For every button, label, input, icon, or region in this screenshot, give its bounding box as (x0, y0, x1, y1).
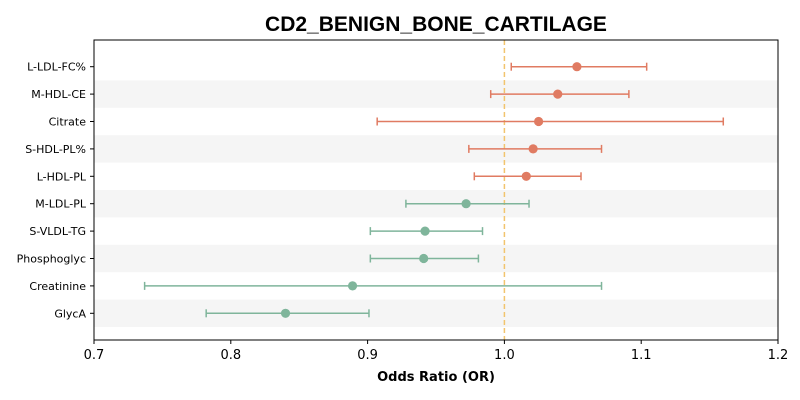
or-point (419, 253, 429, 264)
row-band (94, 135, 778, 163)
or-point (534, 116, 544, 127)
plot-frame (93, 39, 779, 341)
x-tick-label: 0.9 (357, 348, 378, 363)
y-tick-label: GlycA (54, 307, 86, 320)
y-tick-label: Phosphoglyc (17, 253, 86, 266)
forest-row (405, 199, 530, 209)
y-tick-label: L-HDL-PL (37, 170, 87, 183)
forest-row (205, 308, 370, 318)
y-tick-label: Citrate (49, 116, 87, 129)
x-axis-label: Odds Ratio (OR) (377, 370, 495, 385)
y-tick-label: Creatinine (29, 280, 86, 293)
or-point (420, 226, 430, 236)
x-tick-label: 1.0 (494, 348, 515, 363)
forest-row (369, 253, 480, 264)
y-tick-label: L-LDL-FC% (27, 61, 86, 74)
or-point (521, 171, 531, 181)
x-axis: 0.7 0.8 0.9 1.0 1.1 1.2 (84, 340, 789, 363)
y-tick-label: S-VLDL-TG (29, 225, 86, 238)
forest-row (473, 171, 582, 181)
y-axis: L-LDL-FC% M-HDL-CE Citrate S-HDL-PL% L-HDL-P… (17, 61, 94, 320)
forest-row (510, 62, 648, 72)
row-band (94, 80, 778, 108)
row-band (94, 299, 778, 327)
or-point (528, 144, 538, 154)
or-point (572, 62, 582, 72)
y-tick-label: S-HDL-PL% (25, 143, 86, 156)
forest-row (376, 116, 725, 127)
forest-row (143, 281, 603, 291)
forest-row (468, 144, 603, 154)
x-tick-label: 1.2 (768, 348, 789, 363)
x-tick-label: 0.7 (84, 348, 105, 363)
y-tick-label: M-HDL-CE (31, 88, 86, 101)
or-point (461, 199, 471, 209)
rows-group (143, 62, 725, 318)
or-point (553, 89, 563, 99)
x-tick-label: 1.1 (631, 348, 652, 363)
or-point (280, 308, 291, 318)
y-tick-label: M-LDL-PL (35, 198, 87, 211)
chart-title: CD2_BENIGN_BONE_CARTILAGE (265, 13, 607, 36)
forest-row (369, 226, 484, 236)
forest-row (489, 89, 630, 99)
or-point (347, 281, 358, 291)
x-tick-label: 0.8 (220, 348, 241, 363)
